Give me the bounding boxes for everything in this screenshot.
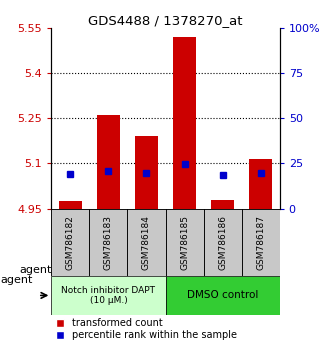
Text: GSM786183: GSM786183 <box>104 215 113 270</box>
Bar <box>89 209 127 276</box>
Legend: transformed count, percentile rank within the sample: transformed count, percentile rank withi… <box>56 318 237 341</box>
Text: GSM786185: GSM786185 <box>180 215 189 270</box>
Bar <box>51 276 166 315</box>
Text: agent: agent <box>20 266 52 275</box>
Bar <box>173 37 196 209</box>
Title: GDS4488 / 1378270_at: GDS4488 / 1378270_at <box>88 14 243 27</box>
Text: GSM786186: GSM786186 <box>218 215 227 270</box>
Bar <box>59 201 82 209</box>
Text: GSM786182: GSM786182 <box>66 215 75 270</box>
Text: GSM786184: GSM786184 <box>142 215 151 270</box>
Bar <box>211 200 234 209</box>
Bar <box>127 209 166 276</box>
Bar <box>249 159 272 209</box>
Bar <box>242 209 280 276</box>
Bar <box>166 276 280 315</box>
Bar <box>166 209 204 276</box>
Text: agent: agent <box>0 275 32 285</box>
Bar <box>51 209 89 276</box>
Text: DMSO control: DMSO control <box>187 290 258 301</box>
Text: GSM786187: GSM786187 <box>256 215 265 270</box>
Bar <box>97 115 120 209</box>
Text: Notch inhibitor DAPT
(10 μM.): Notch inhibitor DAPT (10 μM.) <box>62 286 155 305</box>
Bar <box>204 209 242 276</box>
Bar <box>135 136 158 209</box>
